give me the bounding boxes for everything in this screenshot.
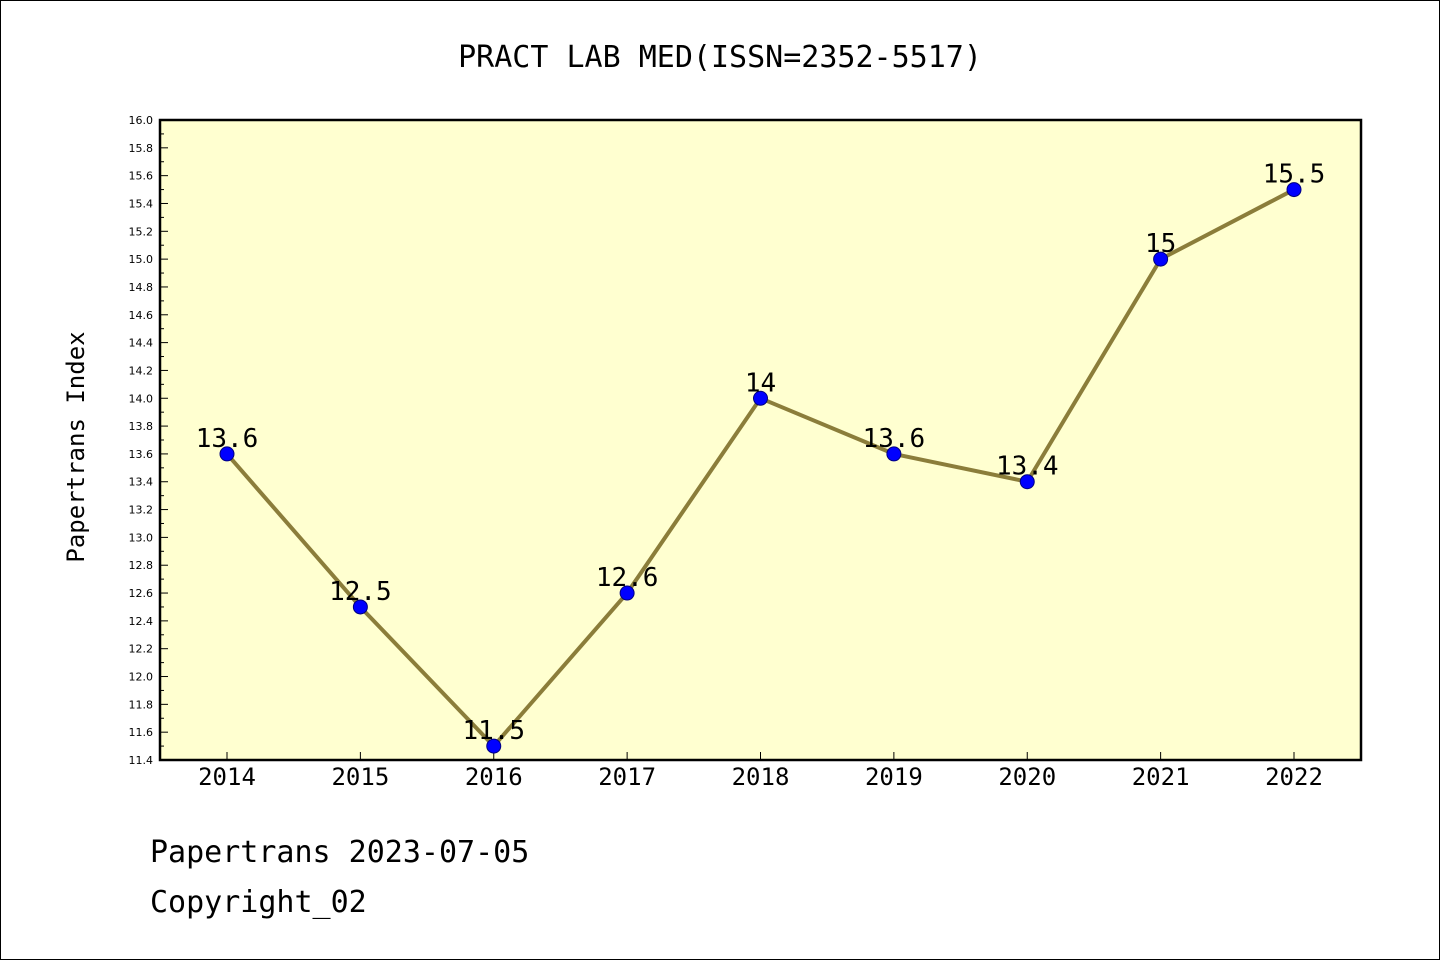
plot-area: 11.4 11.6 11.8 12.0 12.2 12.4 12.6 12.8 13.0 13.2… <box>129 114 1363 791</box>
y-tick-label: 16.0 <box>129 114 154 127</box>
x-tick-label: 2021 <box>1132 763 1190 791</box>
y-tick-label: 15.4 <box>129 197 154 210</box>
data-label: 11.5 <box>462 716 525 746</box>
y-axis-label: Papertrans Index <box>62 331 90 562</box>
data-point <box>753 390 768 406</box>
y-tick-label: 14.8 <box>129 281 154 294</box>
footer-date-line: Papertrans 2023-07-05 <box>150 835 530 870</box>
data-point <box>619 585 635 601</box>
x-tick-label: 2016 <box>465 763 523 791</box>
data-label: 12.6 <box>596 563 659 593</box>
data-point <box>1286 182 1302 198</box>
y-tick-label: 14.2 <box>129 364 154 377</box>
y-tick-label: 15.2 <box>129 225 154 238</box>
y-tick-label: 13.6 <box>129 448 154 461</box>
y-tick-label: 13.8 <box>129 420 154 433</box>
data-label: 14 <box>745 368 776 398</box>
x-tick-label: 2015 <box>331 763 389 791</box>
y-tick-label: 15.0 <box>129 253 154 266</box>
data-label: 15.5 <box>1263 160 1326 190</box>
data-label: 12.5 <box>329 577 392 607</box>
data-point <box>886 446 902 462</box>
x-tick-label: 2020 <box>998 763 1056 791</box>
y-tick-label: 12.2 <box>129 643 154 656</box>
y-tick-label: 12.4 <box>129 615 154 628</box>
data-point <box>219 446 235 462</box>
y-tick-label: 12.0 <box>129 671 154 684</box>
data-label: 13.6 <box>863 424 926 454</box>
x-tick-label: 2022 <box>1265 763 1323 791</box>
data-label: 13.6 <box>196 424 259 454</box>
plot-border <box>158 118 1363 762</box>
y-tick-label: 12.8 <box>129 559 154 572</box>
plot-background <box>160 120 1361 760</box>
x-tick-label: 2019 <box>865 763 923 791</box>
y-tick-label: 11.8 <box>129 698 154 711</box>
y-tick-label: 13.2 <box>129 504 154 517</box>
y-tick-label: 14.0 <box>129 392 154 405</box>
y-tick-label: 11.4 <box>129 754 154 767</box>
x-tick-label: 2017 <box>598 763 656 791</box>
y-tick-label: 15.8 <box>129 142 154 155</box>
x-tick-label: 2018 <box>732 763 790 791</box>
data-label: 15 <box>1145 229 1176 259</box>
data-point <box>352 599 368 615</box>
y-tick-label: 14.6 <box>129 309 154 322</box>
chart-title: PRACT LAB MED(ISSN=2352-5517) <box>458 40 982 75</box>
data-point <box>1153 251 1169 267</box>
footer-copyright-line: Copyright_02 <box>150 885 367 920</box>
y-tick-label: 13.0 <box>129 531 154 544</box>
data-point <box>486 738 502 754</box>
y-tick-label: 11.6 <box>129 726 154 739</box>
y-tick-label: 13.4 <box>129 476 154 489</box>
x-tick-label: 2014 <box>198 763 256 791</box>
y-tick-label: 15.6 <box>129 170 154 183</box>
data-label: 13.4 <box>996 452 1059 482</box>
y-tick-label: 14.4 <box>129 337 154 350</box>
data-point <box>1019 474 1035 490</box>
y-tick-label: 12.6 <box>129 587 154 600</box>
